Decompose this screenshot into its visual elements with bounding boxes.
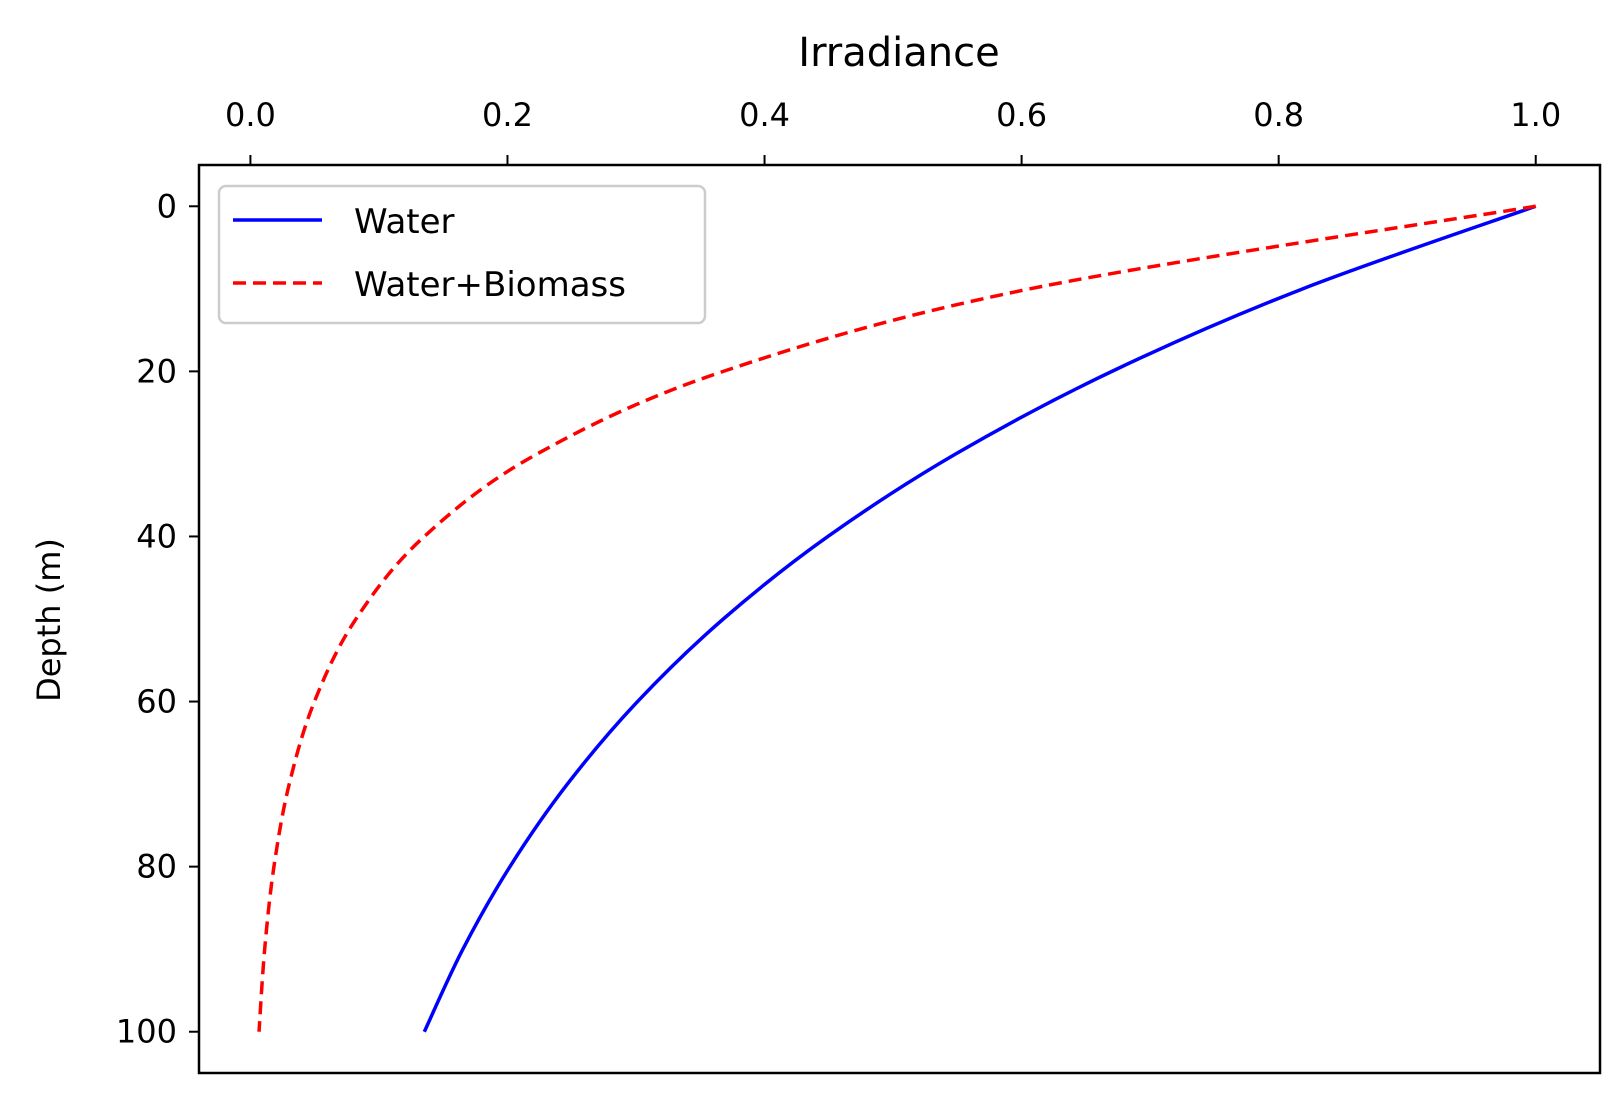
x-tick-label: 0.2 xyxy=(482,96,533,134)
y-tick-label: 100 xyxy=(116,1013,177,1051)
x-axis-title: Irradiance xyxy=(798,30,999,76)
y-axis-ticks: 0 20 40 60 80 100 xyxy=(116,187,199,1050)
x-tick-label: 0.4 xyxy=(739,96,790,134)
x-tick-label: 0.6 xyxy=(996,96,1047,134)
y-tick-label: 40 xyxy=(136,517,177,555)
x-tick-label: 1.0 xyxy=(1510,96,1561,134)
y-tick-label: 60 xyxy=(136,683,177,721)
legend-label-water: Water xyxy=(354,202,455,242)
x-tick-label: 0.8 xyxy=(1253,96,1304,134)
legend: Water Water+Biomass xyxy=(219,186,705,323)
y-axis-title: Depth (m) xyxy=(30,538,68,702)
y-tick-label: 80 xyxy=(136,848,177,886)
x-tick-label: 0.0 xyxy=(225,96,276,134)
legend-label-water-biomass: Water+Biomass xyxy=(354,265,626,305)
x-axis-ticks: 0.0 0.2 0.4 0.6 0.8 1.0 xyxy=(225,96,1561,165)
y-tick-label: 20 xyxy=(136,352,177,390)
y-tick-label: 0 xyxy=(157,187,177,225)
